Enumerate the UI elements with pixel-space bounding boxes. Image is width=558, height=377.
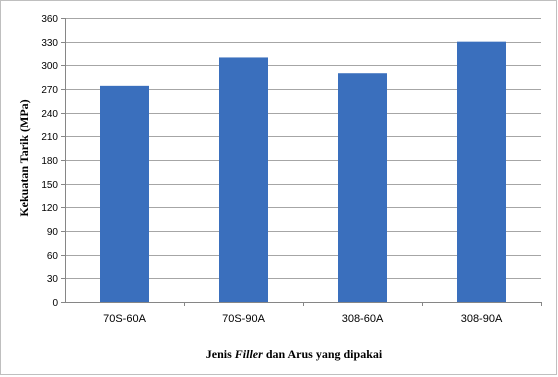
y-tick-label: 150 [41,180,58,191]
y-tick-label: 120 [41,203,58,214]
x-category-labels: 70S-60A 70S-90A 308-60A 308-90A [103,313,503,325]
y-tick-label: 330 [41,38,58,49]
y-tick-labels: 0 30 60 90 120 150 180 210 240 270 300 330 360 [41,14,58,309]
x-category-label: 308-60A [342,313,384,325]
x-category-label: 308-90A [461,313,503,325]
bar-308-60A [338,73,387,302]
y-tick-label: 360 [41,14,58,25]
x-axis-title-emphasis: Filler [234,347,263,361]
y-tick-label: 300 [41,61,58,72]
y-tick-label: 30 [47,274,59,285]
axes [61,18,542,306]
x-axis-title-suffix: dan Arus yang dipakai [263,347,383,361]
y-tick-label: 90 [47,227,59,238]
bar-308-90A [457,41,506,303]
bars [100,41,506,303]
x-axis-title-prefix: Jenis [206,347,235,361]
y-tick-label: 210 [41,132,58,143]
y-tick-label: 240 [41,109,58,120]
bar-70S-60A [100,85,149,302]
y-tick-label: 180 [41,156,58,167]
y-tick-label: 60 [47,251,59,262]
bar-70S-90A [219,57,268,302]
y-axis-title: Kekuatan Tarik (MPa) [17,99,31,216]
x-axis-title: Jenis Filler dan Arus yang dipakai [206,347,383,361]
x-category-label: 70S-60A [103,313,146,325]
y-tick-label: 0 [52,298,58,309]
y-tick-label: 270 [41,85,58,96]
x-category-label: 70S-90A [222,313,265,325]
